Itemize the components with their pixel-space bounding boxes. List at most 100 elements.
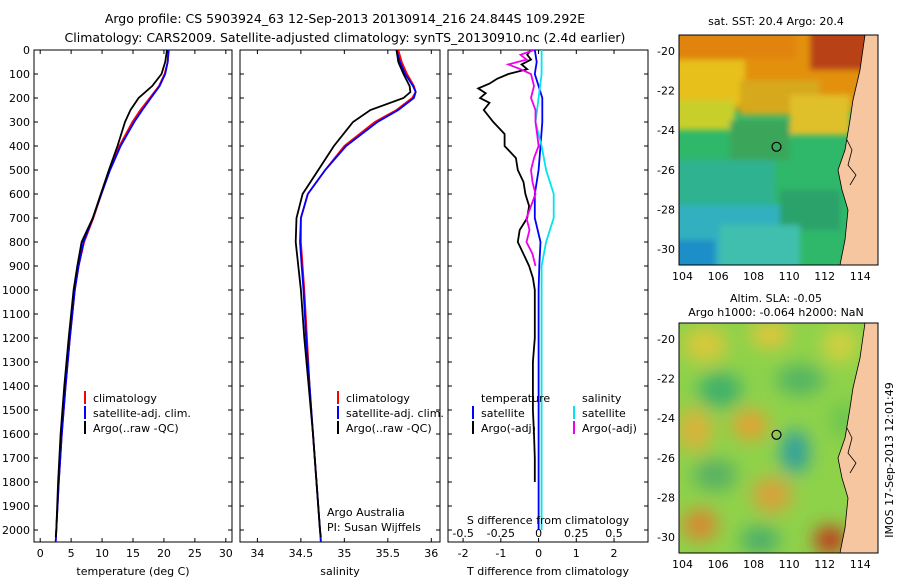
credit-line2: PI: Susan Wijffels <box>327 521 421 534</box>
difference-xtick-label: -1 <box>495 547 506 560</box>
sla-map-xtick-label: 104 <box>672 558 693 571</box>
depth-tick-label: 800 <box>9 236 30 249</box>
difference-xtick-top-label: 0.25 <box>564 527 589 540</box>
sst-map <box>679 35 878 265</box>
depth-tick-label: 300 <box>9 116 30 129</box>
depth-tick-label: 700 <box>9 212 30 225</box>
depth-tick-label: 100 <box>9 68 30 81</box>
sla-map-ytick-label: -20 <box>657 333 675 346</box>
series-line-temperature-satellite <box>533 50 544 530</box>
salinity-xtick-label: 34 <box>250 547 264 560</box>
depth-tick-label: 1600 <box>2 428 30 441</box>
depth-tick-label: 1000 <box>2 284 30 297</box>
temperature-xtick-label: 20 <box>157 547 171 560</box>
footer-timestamp: IMOS 17-Sep-2013 12:01:49 <box>883 382 896 537</box>
temperature-xtick-label: 30 <box>219 547 233 560</box>
difference-xlabel: T difference from climatology <box>466 565 629 578</box>
legend-item-s-argo: Argo(-adj) <box>582 422 637 435</box>
series-line-temperature-argo-adj- <box>476 50 536 482</box>
depth-tick-label: 1800 <box>2 476 30 489</box>
sla-map-ytick-label: -30 <box>657 531 675 544</box>
sla-map-ytick-label: -26 <box>657 452 675 465</box>
depth-tick-label: 600 <box>9 188 30 201</box>
series-line-satellite-adj-clim- <box>299 50 417 542</box>
series-line-salinity-argo-adj- <box>505 50 540 267</box>
difference-xtick-top-label: 0 <box>535 527 542 540</box>
depth-tick-label: 200 <box>9 92 30 105</box>
argo-location-marker <box>771 141 782 152</box>
sst-map-title: sat. SST: 20.4 Argo: 20.4 <box>708 15 844 28</box>
depth-tick-label: 1100 <box>2 308 30 321</box>
sst-map-xtick-label: 114 <box>850 270 871 283</box>
sla-map-xtick-label: 112 <box>814 558 835 571</box>
legend-heading-salinity: salinity <box>582 392 622 405</box>
sst-map-xtick-label: 108 <box>743 270 764 283</box>
legend-item-argo: Argo(..raw -QC) <box>346 422 432 435</box>
depth-tick-label: 1200 <box>2 332 30 345</box>
sst-map-xtick-label: 104 <box>672 270 693 283</box>
difference-xtick-top-label: -0.25 <box>487 527 515 540</box>
series-line-salinity-satellite <box>534 50 555 530</box>
sla-map-xtick-label: 106 <box>708 558 729 571</box>
legend-item-argo: Argo(..raw -QC) <box>93 422 179 435</box>
sla-map-title-line1: Altim. SLA: -0.05 <box>730 292 822 305</box>
depth-tick-label: 2000 <box>2 524 30 537</box>
legend-item-climatology: climatology <box>93 392 157 405</box>
series-line-argo-raw-qc- <box>54 50 168 538</box>
series-line-climatology <box>299 50 417 542</box>
temperature-xtick-label: 5 <box>68 547 75 560</box>
difference-xtick-top-label: -0.5 <box>452 527 473 540</box>
figure-title-line1: Argo profile: CS 5903924_63 12-Sep-2013 … <box>105 11 585 26</box>
difference-xtick-label: 2 <box>611 547 618 560</box>
sla-map-ytick-label: -22 <box>657 373 675 386</box>
depth-tick-label: 400 <box>9 140 30 153</box>
salinity-xtick-label: 36 <box>424 547 438 560</box>
series-line-argo-raw-qc- <box>294 50 412 538</box>
salinity-panel-frame <box>239 49 441 543</box>
temperature-xtick-label: 10 <box>95 547 109 560</box>
depth-tick-label: 1500 <box>2 404 30 417</box>
sla-map-xtick-label: 114 <box>850 558 871 571</box>
legend-item-climatology: climatology <box>346 392 410 405</box>
depth-tick-label: 1900 <box>2 500 30 513</box>
temperature-xtick-label: 25 <box>188 547 202 560</box>
difference-xlabel-top: S difference from climatology <box>467 514 630 527</box>
legend-item-t-satellite: satellite <box>481 407 525 420</box>
difference-xtick-label: -2 <box>458 547 469 560</box>
temperature-xtick-label: 0 <box>37 547 44 560</box>
legend-item-s-satellite: satellite <box>582 407 626 420</box>
depth-tick-label: 1400 <box>2 380 30 393</box>
credit-line1: Argo Australia <box>327 506 405 519</box>
depth-tick-label: 1300 <box>2 356 30 369</box>
sla-map-ytick-label: -28 <box>657 491 675 504</box>
sst-map-ytick-label: -26 <box>657 164 675 177</box>
difference-legend: temperature satellite Argo(-adj) salinit… <box>472 392 637 435</box>
sst-map-ytick-label: -30 <box>657 243 675 256</box>
temperature-legend: climatology satellite-adj. clim. Argo(..… <box>84 391 191 435</box>
salinity-xtick-label: 35 <box>337 547 351 560</box>
depth-tick-label: 900 <box>9 260 30 273</box>
legend-item-satellite: satellite-adj. clim. <box>93 407 191 420</box>
salinity-xtick-label: 34.5 <box>289 547 314 560</box>
sst-map-ytick-label: -28 <box>657 203 675 216</box>
figure-title-line2: Climatology: CARS2009. Satellite-adjuste… <box>65 30 626 45</box>
sst-map-xtick-label: 112 <box>814 270 835 283</box>
temperature-xtick-label: 15 <box>126 547 140 560</box>
depth-tick-label: 500 <box>9 164 30 177</box>
temperature-lines <box>54 50 170 542</box>
difference-xtick-top-label: 0.5 <box>605 527 623 540</box>
salinity-lines <box>294 50 417 542</box>
legend-item-t-argo: Argo(-adj) <box>481 422 536 435</box>
difference-xtick-label: 0 <box>535 547 542 560</box>
argo-location-marker <box>771 429 782 440</box>
sst-map-xtick-label: 110 <box>779 270 800 283</box>
temperature-xlabel: temperature (deg C) <box>76 565 189 578</box>
sla-map-ytick-label: -24 <box>657 412 675 425</box>
sst-map-ytick-label: -24 <box>657 124 675 137</box>
sla-map-title-line2: Argo h1000: -0.064 h2000: NaN <box>688 306 864 319</box>
sst-map-xtick-label: 106 <box>708 270 729 283</box>
legend-item-satellite: satellite-adj. clim. <box>346 407 444 420</box>
sla-map-xtick-label: 110 <box>779 558 800 571</box>
depth-tick-label: 0 <box>23 44 30 57</box>
